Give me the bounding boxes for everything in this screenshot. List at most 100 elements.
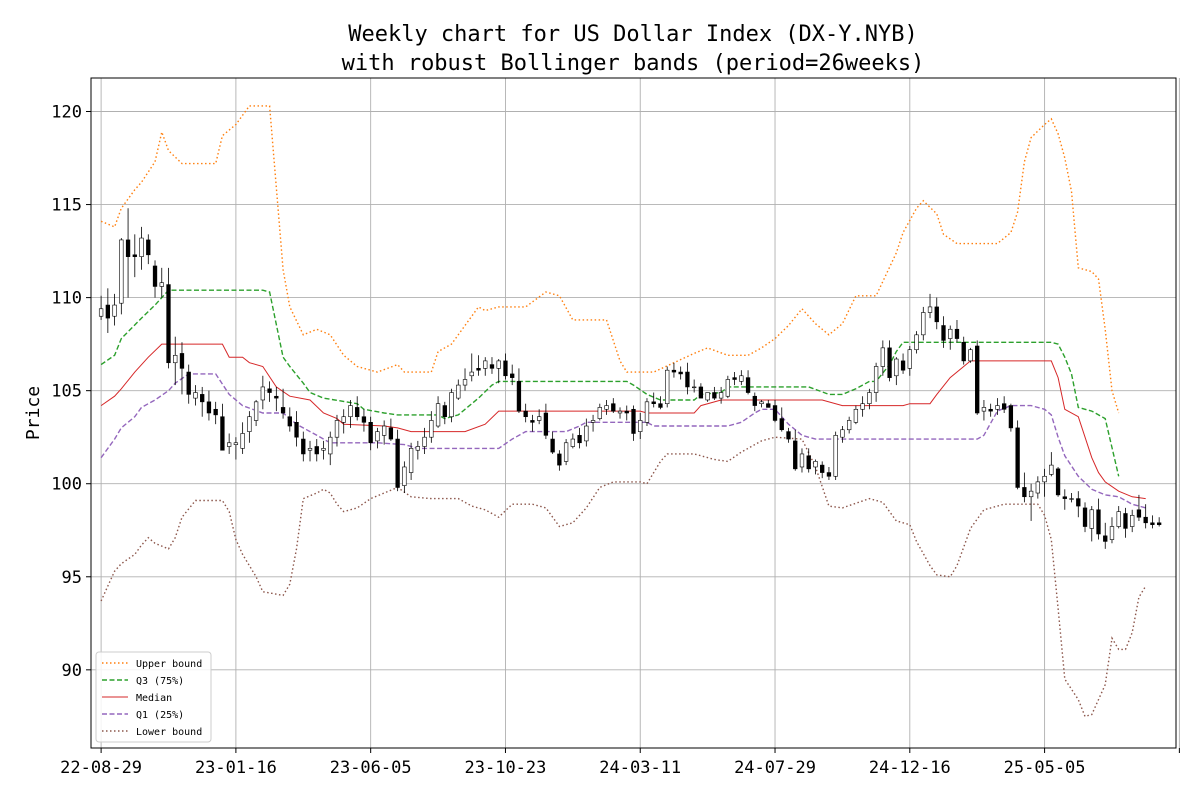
candle-body <box>739 375 744 382</box>
candle-body <box>590 420 596 423</box>
candle-body <box>469 371 474 377</box>
candle-body <box>543 412 549 436</box>
x-tick-label: 23-01-16 <box>195 758 277 778</box>
candle-body <box>375 431 380 442</box>
candle-body <box>98 308 104 317</box>
candle-body <box>462 379 468 386</box>
chart-title: Weekly chart for US Dollar Index (DX-Y.N… <box>348 22 918 47</box>
candle-body <box>671 369 677 373</box>
candle-body <box>1001 403 1007 410</box>
candle-body <box>846 420 852 431</box>
candle-body <box>718 392 724 399</box>
candle-body <box>644 401 650 423</box>
candle-body <box>833 435 838 477</box>
candle-body <box>1089 509 1094 529</box>
candle-body <box>766 403 771 408</box>
candle-body <box>1130 515 1135 527</box>
candle-body <box>213 408 218 416</box>
candle-body <box>941 325 946 341</box>
candle-body <box>361 416 367 423</box>
candle-body <box>961 341 966 362</box>
candle-body <box>651 401 656 404</box>
candle-body <box>1150 522 1155 525</box>
candle-body <box>887 347 892 378</box>
candle-body <box>152 265 158 287</box>
candle-body <box>853 408 859 423</box>
x-tick-label: 23-06-05 <box>330 758 412 778</box>
candle-body <box>280 407 286 414</box>
x-tick-label: 25-05-05 <box>1004 758 1086 778</box>
candle-body <box>799 453 805 468</box>
candle-body <box>1028 490 1034 498</box>
candle-body <box>685 371 690 388</box>
candle-body <box>186 371 191 395</box>
candle-body <box>456 384 461 399</box>
candle-body <box>294 422 299 438</box>
candle-body <box>927 306 933 313</box>
candle-body <box>988 408 993 412</box>
candle-body <box>1082 507 1088 527</box>
candle-body <box>314 446 319 455</box>
candle-body <box>550 438 555 453</box>
legend-label-upper: Upper bound <box>136 659 202 670</box>
candle-body <box>820 464 825 473</box>
candle-body <box>658 403 663 408</box>
legend-box <box>95 651 212 743</box>
candles <box>98 208 1162 549</box>
candle-body <box>759 401 764 404</box>
candle-body <box>793 440 798 470</box>
legend-label-q1: Q1 (25%) <box>136 710 184 721</box>
candle-body <box>166 284 171 364</box>
candle-body <box>678 371 683 375</box>
candle-body <box>826 472 832 477</box>
candle-body <box>530 420 535 423</box>
candle-body <box>712 392 717 399</box>
candle-body <box>1008 405 1014 429</box>
candle-body <box>1042 475 1047 483</box>
candle-body <box>408 448 414 473</box>
candle-body <box>489 364 495 369</box>
candle-body <box>1069 498 1074 500</box>
candle-body <box>1136 509 1142 518</box>
chart-subtitle: with robust Bollinger bands (period=26we… <box>342 51 925 76</box>
candle-body <box>226 442 232 447</box>
candle-body <box>1015 427 1020 488</box>
x-tick-label: 24-07-29 <box>734 758 816 778</box>
candle-body <box>894 358 899 377</box>
candle-body <box>873 366 879 393</box>
x-tick-label: 24-03-11 <box>599 758 681 778</box>
candle-body <box>732 377 737 380</box>
candle-body <box>449 392 454 418</box>
candle-body <box>442 405 447 418</box>
candle-body <box>975 345 980 414</box>
candle-body <box>948 328 953 339</box>
candle-body <box>112 304 117 317</box>
candle-body <box>301 438 306 455</box>
bands <box>100 105 1147 718</box>
grid <box>91 78 1180 748</box>
candle-body <box>1035 481 1041 494</box>
candle-body <box>779 418 784 431</box>
candle-body <box>1156 522 1162 525</box>
candle-body <box>860 403 865 410</box>
candle-body <box>260 386 266 401</box>
x-tick-label: 24-12-16 <box>869 758 951 778</box>
candle-body <box>577 435 582 444</box>
candle-body <box>321 448 326 451</box>
candle-body <box>665 369 670 404</box>
candle-body <box>813 461 818 468</box>
candle-body <box>516 381 522 412</box>
candle-body <box>159 282 164 287</box>
candle-body <box>1055 468 1061 496</box>
candle-body <box>119 239 124 304</box>
series-line-q1 <box>100 373 1146 509</box>
candle-body <box>981 407 987 412</box>
candle-body <box>772 405 778 421</box>
candle-body <box>328 436 333 455</box>
candle-body <box>752 395 757 406</box>
candle-body <box>503 360 508 377</box>
candle-body <box>1123 513 1128 529</box>
candle-body <box>146 239 151 256</box>
candle-body <box>1076 498 1081 507</box>
